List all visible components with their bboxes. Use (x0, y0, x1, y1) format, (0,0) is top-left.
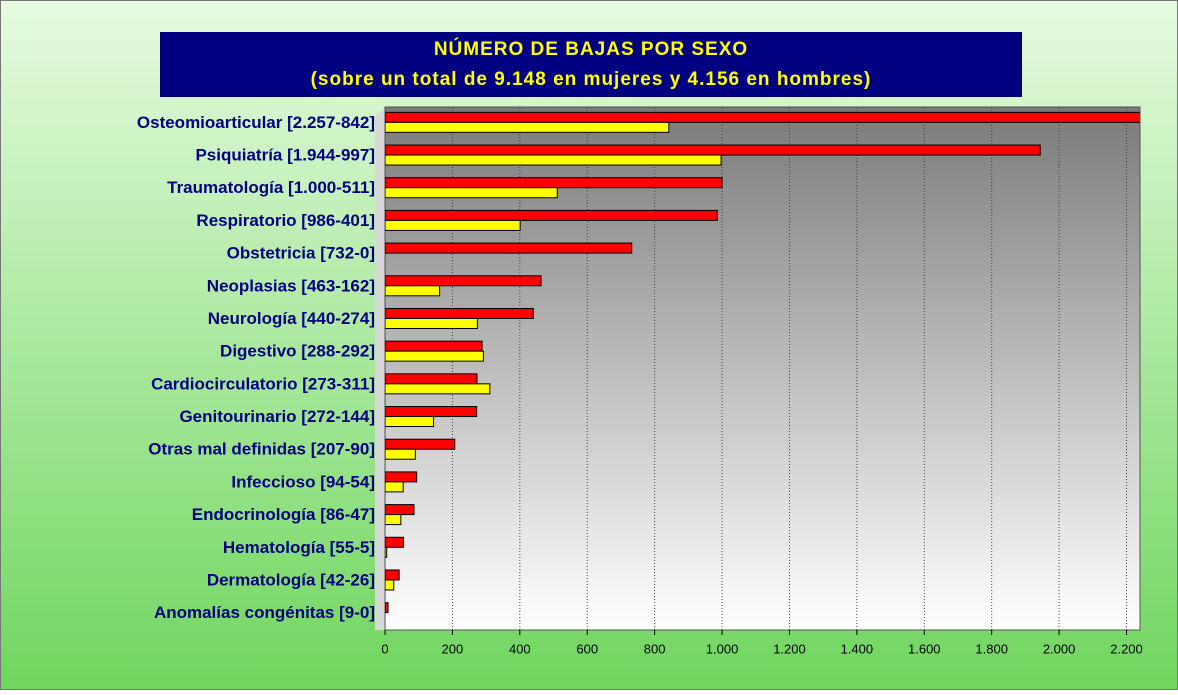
bar (385, 416, 435, 428)
category-label: Otras mal definidas [207-90] (148, 440, 375, 459)
category-label: Traumatología [1.000-511] (167, 178, 375, 197)
bar (385, 373, 478, 385)
category-label: Respiratorio [986-401] (196, 211, 375, 230)
bar (385, 536, 405, 548)
category-label: Osteomioarticular [2.257-842] (137, 113, 375, 132)
bar (385, 275, 542, 287)
bar (385, 285, 441, 297)
category-label: Genitourinario [272-144] (179, 407, 375, 426)
category-label: Anomalías congénitas [9-0] (154, 603, 375, 622)
category-label: Neurología [440-274] (208, 309, 375, 328)
bar (385, 350, 484, 362)
bar (385, 504, 415, 516)
x-tick-label: 600 (576, 641, 598, 656)
bar (385, 209, 718, 221)
bar (385, 111, 1140, 123)
bar (385, 569, 400, 581)
category-label: Infeccioso [94-54] (231, 472, 375, 491)
bar (385, 307, 534, 319)
x-tick-label: 2.200 (1110, 641, 1143, 656)
category-label: Hematología [55-5] (223, 538, 375, 557)
category-label: Neoplasias [463-162] (207, 276, 375, 295)
x-tick-label: 400 (509, 641, 531, 656)
category-label: Psiquiatría [1.944-997] (195, 146, 375, 165)
bar (385, 438, 456, 450)
bar (385, 177, 723, 189)
bar (385, 448, 416, 460)
bar (385, 154, 722, 166)
bar (385, 144, 1041, 156)
category-label: Obstetricia [732-0] (227, 244, 375, 263)
x-tick-label: 1.600 (908, 641, 941, 656)
bar (385, 406, 478, 418)
bar (385, 317, 478, 329)
category-label: Endocrinología [86-47] (192, 505, 375, 524)
bar (385, 471, 418, 483)
bar (385, 340, 483, 352)
bar (385, 546, 388, 558)
x-tick-label: 200 (442, 641, 464, 656)
bar (385, 481, 404, 493)
bar (385, 187, 558, 199)
category-label: Dermatología [42-26] (207, 570, 375, 589)
chart-subtitle: (sobre un total de 9.148 en mujeres y 4.… (311, 69, 872, 90)
x-tick-label: 1.400 (841, 641, 874, 656)
category-label: Cardiocirculatorio [273-311] (151, 374, 375, 393)
bar (385, 383, 491, 395)
plot-marks (385, 107, 1140, 630)
chart-title: NÚMERO DE BAJAS POR SEXO (434, 38, 748, 60)
bar (385, 514, 402, 526)
x-tick-label: 2.000 (1043, 641, 1076, 656)
title-box (160, 32, 1022, 97)
x-tick-label: 1.200 (773, 641, 806, 656)
bar (385, 121, 670, 133)
x-tick-label: 1.000 (706, 641, 739, 656)
bar (385, 602, 389, 614)
bar (385, 219, 521, 231)
x-tick-label: 0 (381, 641, 388, 656)
bar (385, 242, 633, 254)
x-tick-label: 800 (644, 641, 666, 656)
x-tick-label: 1.800 (975, 641, 1008, 656)
category-label: Digestivo [288-292] (220, 342, 375, 361)
bar (385, 579, 395, 591)
